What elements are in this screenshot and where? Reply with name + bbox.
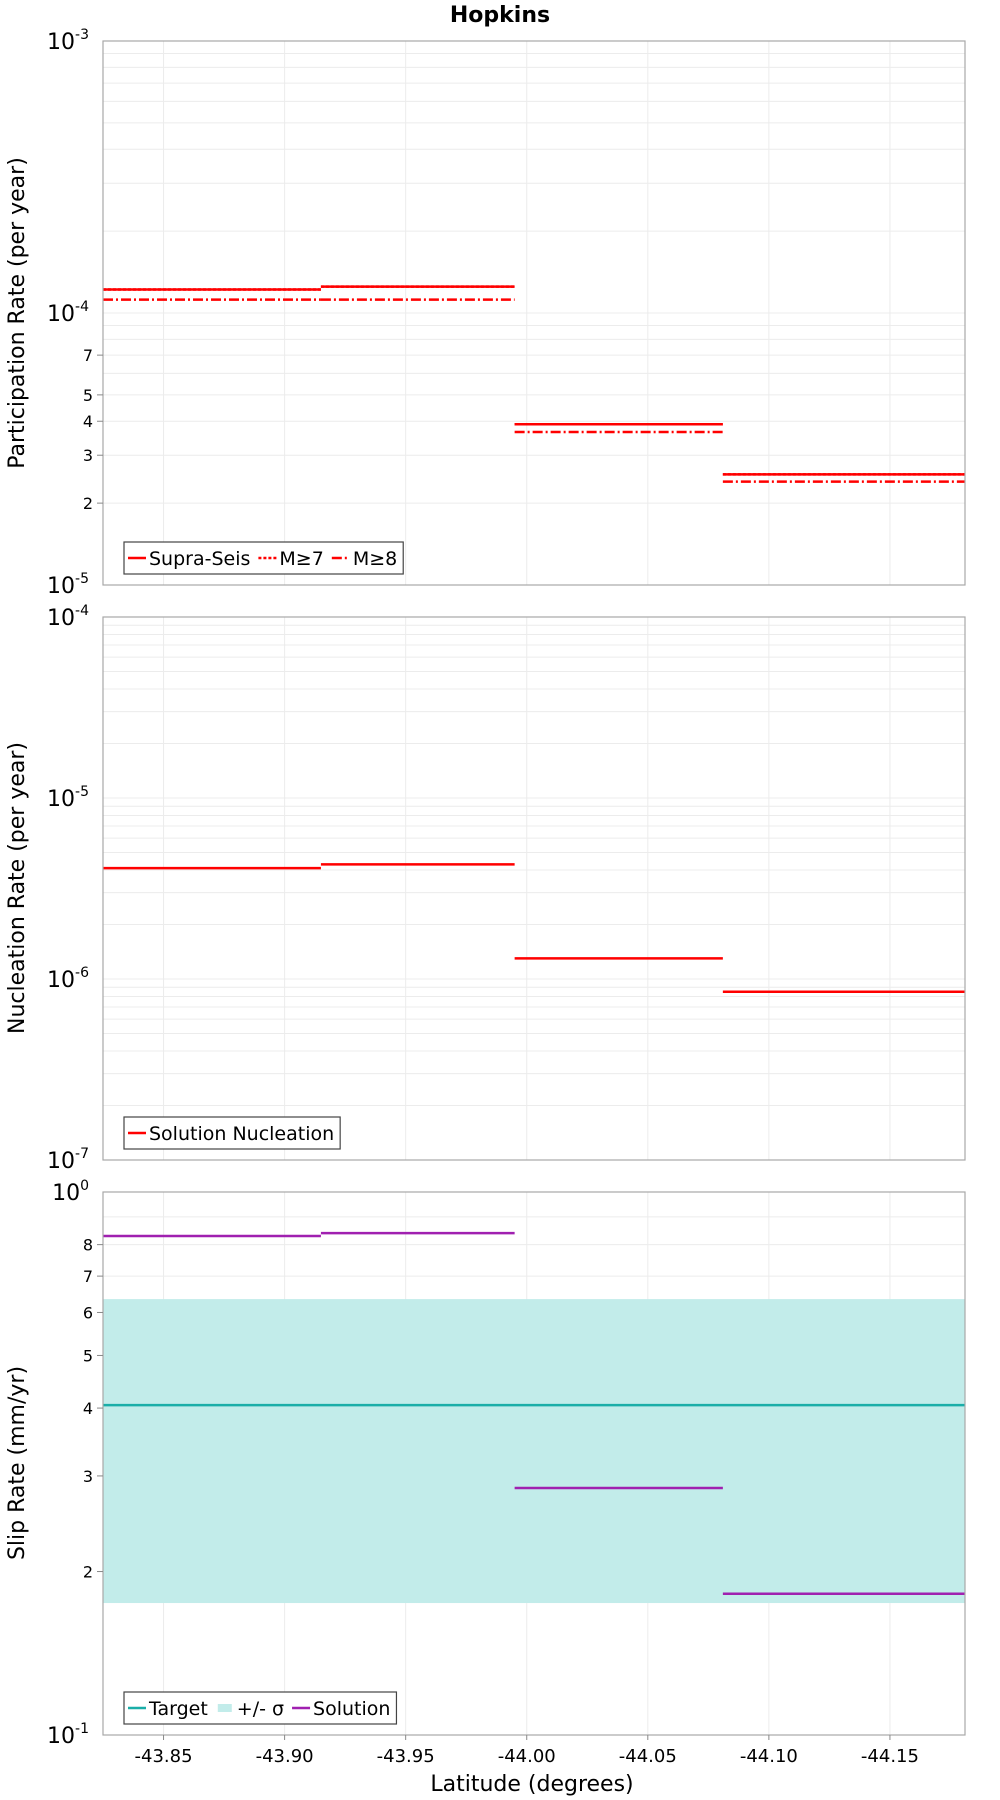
- y-minor-tick-label: 7: [83, 346, 93, 365]
- legend-label-target: Target: [148, 1698, 208, 1720]
- x-axis-label: Latitude (degrees): [430, 1772, 633, 1797]
- y-major-tick-label: 10-6: [47, 965, 89, 993]
- legend-swatch-sigma: [217, 1704, 232, 1712]
- y-minor-tick-label: 5: [83, 1346, 93, 1365]
- y-major-tick-label: 10-7: [47, 1146, 89, 1174]
- plot-frame: [102, 1191, 966, 1736]
- nucleation-rate-panel: 10-7 10-6 10-5 10-4 Nucleation Rate (per yea…: [5, 603, 966, 1174]
- legend-box: [123, 1116, 341, 1150]
- legend-label-supra-seis: Supra-Seis: [149, 548, 250, 570]
- legend: Target +/- σ Solution: [123, 1691, 398, 1725]
- sigma-band: [103, 1299, 965, 1604]
- legend: Solution Nucleation: [123, 1116, 341, 1150]
- y-major-tick-label: 10-1: [47, 1721, 89, 1749]
- y-minor-tick-label: 2: [83, 494, 93, 513]
- plot-area: [103, 617, 965, 1160]
- legend-label-s: +/- σ: [237, 1698, 284, 1720]
- plot-frame: [102, 40, 966, 586]
- legend-label-m-7: M≥7: [279, 548, 323, 570]
- x-tick-label: -44.00: [498, 1746, 556, 1767]
- chart-title: Hopkins: [450, 3, 550, 28]
- legend: Supra-Seis M≥7 M≥8: [123, 541, 404, 575]
- x-axis: -43.85 -43.90 -43.95 -44.00 -44.05 -44.10 -44.…: [135, 1735, 919, 1767]
- y-minor-tick-label: 7: [83, 1267, 93, 1286]
- y-minor-tick-label: 8: [83, 1236, 93, 1255]
- legend-label-solution-nucleation: Solution Nucleation: [149, 1123, 334, 1145]
- x-tick-label: -43.90: [256, 1746, 314, 1767]
- y-axis-label: Nucleation Rate (per year): [5, 742, 30, 1034]
- y-major-tick-label: 10-3: [47, 27, 89, 55]
- legend-label-m-8: M≥8: [353, 548, 397, 570]
- y-axis-label: Participation Rate (per year): [5, 157, 30, 469]
- y-minor-tick-label: 2: [83, 1563, 93, 1582]
- x-tick-label: -44.10: [740, 1746, 798, 1767]
- y-major-tick-label: 10-4: [47, 299, 89, 327]
- y-minor-tick-label: 5: [83, 386, 93, 405]
- y-minor-tick-label: 3: [83, 446, 93, 465]
- y-major-tick-label: 10-5: [47, 571, 89, 599]
- participation-rate-panel: 10-5 10-4 10-3 2 3 4 5 7 Participation Rate (per…: [5, 27, 966, 599]
- y-major-tick-label: 10-5: [47, 784, 89, 812]
- x-tick-label: -43.95: [377, 1746, 435, 1767]
- y-major-tick-label: 10-4: [47, 603, 89, 631]
- y-axis-label: Slip Rate (mm/yr): [5, 1366, 30, 1560]
- x-tick-label: -44.15: [861, 1746, 919, 1767]
- y-minor-tick-label: 4: [83, 1399, 93, 1418]
- y-minor-tick-label: 3: [83, 1467, 93, 1486]
- x-tick-label: -43.85: [135, 1746, 193, 1767]
- slip-rate-panel: 10-1 100 2 3 4 5 6 7 8 Slip Rate (mm/yr) Target +/-…: [5, 1178, 966, 1749]
- plot-frame: [102, 616, 966, 1161]
- legend-box: [123, 1691, 398, 1725]
- legend-label-solution: Solution: [313, 1698, 390, 1720]
- x-tick-label: -44.05: [619, 1746, 677, 1767]
- y-minor-tick-label: 4: [83, 412, 93, 431]
- y-major-tick-label: 100: [52, 1178, 89, 1206]
- y-minor-tick-label: 6: [83, 1303, 93, 1322]
